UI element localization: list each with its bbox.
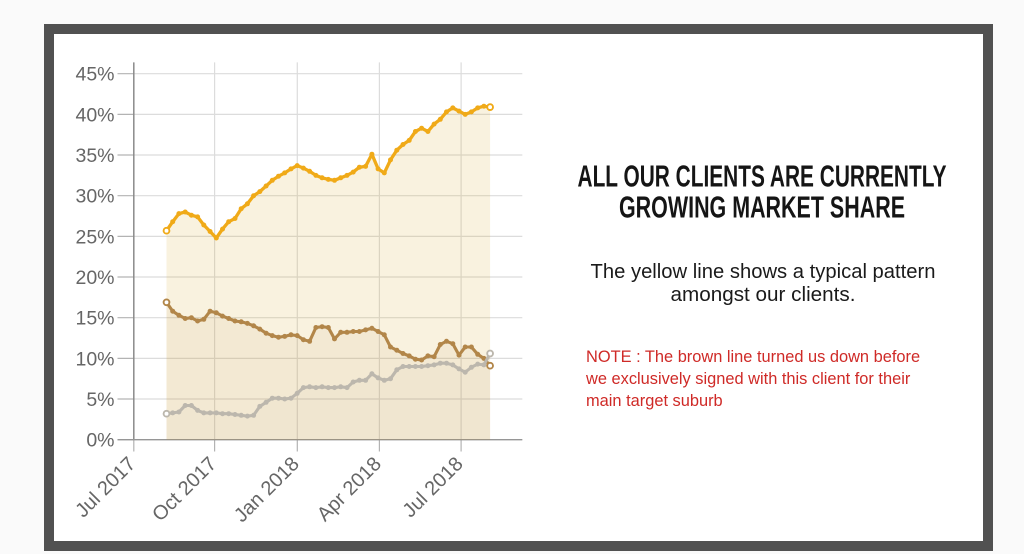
- svg-text:30%: 30%: [75, 186, 114, 208]
- svg-text:The yellow line shows a typica: The yellow line shows a typical pattern: [591, 261, 936, 283]
- svg-text:ALL OUR CLIENTS ARE CURRENTLY: ALL OUR CLIENTS ARE CURRENTLY: [578, 159, 947, 194]
- svg-text:Oct 2017: Oct 2017: [148, 453, 221, 526]
- svg-text:Jul 2018: Jul 2018: [399, 453, 468, 522]
- svg-text:amongst our clients.: amongst our clients.: [671, 284, 856, 306]
- svg-text:40%: 40%: [75, 104, 114, 126]
- svg-text:15%: 15%: [75, 308, 114, 330]
- svg-text:5%: 5%: [86, 389, 114, 411]
- svg-text:20%: 20%: [75, 267, 114, 289]
- svg-text:45%: 45%: [75, 64, 114, 86]
- svg-text:Jul 2017: Jul 2017: [71, 453, 140, 522]
- svg-text:25%: 25%: [75, 226, 114, 248]
- svg-text:0%: 0%: [86, 430, 114, 452]
- svg-text:10%: 10%: [75, 348, 114, 370]
- svg-text:Apr 2018: Apr 2018: [313, 453, 386, 526]
- svg-text:Jan 2018: Jan 2018: [230, 453, 304, 527]
- svg-text:35%: 35%: [75, 145, 114, 167]
- svg-text:GROWING MARKET SHARE: GROWING MARKET SHARE: [619, 190, 905, 225]
